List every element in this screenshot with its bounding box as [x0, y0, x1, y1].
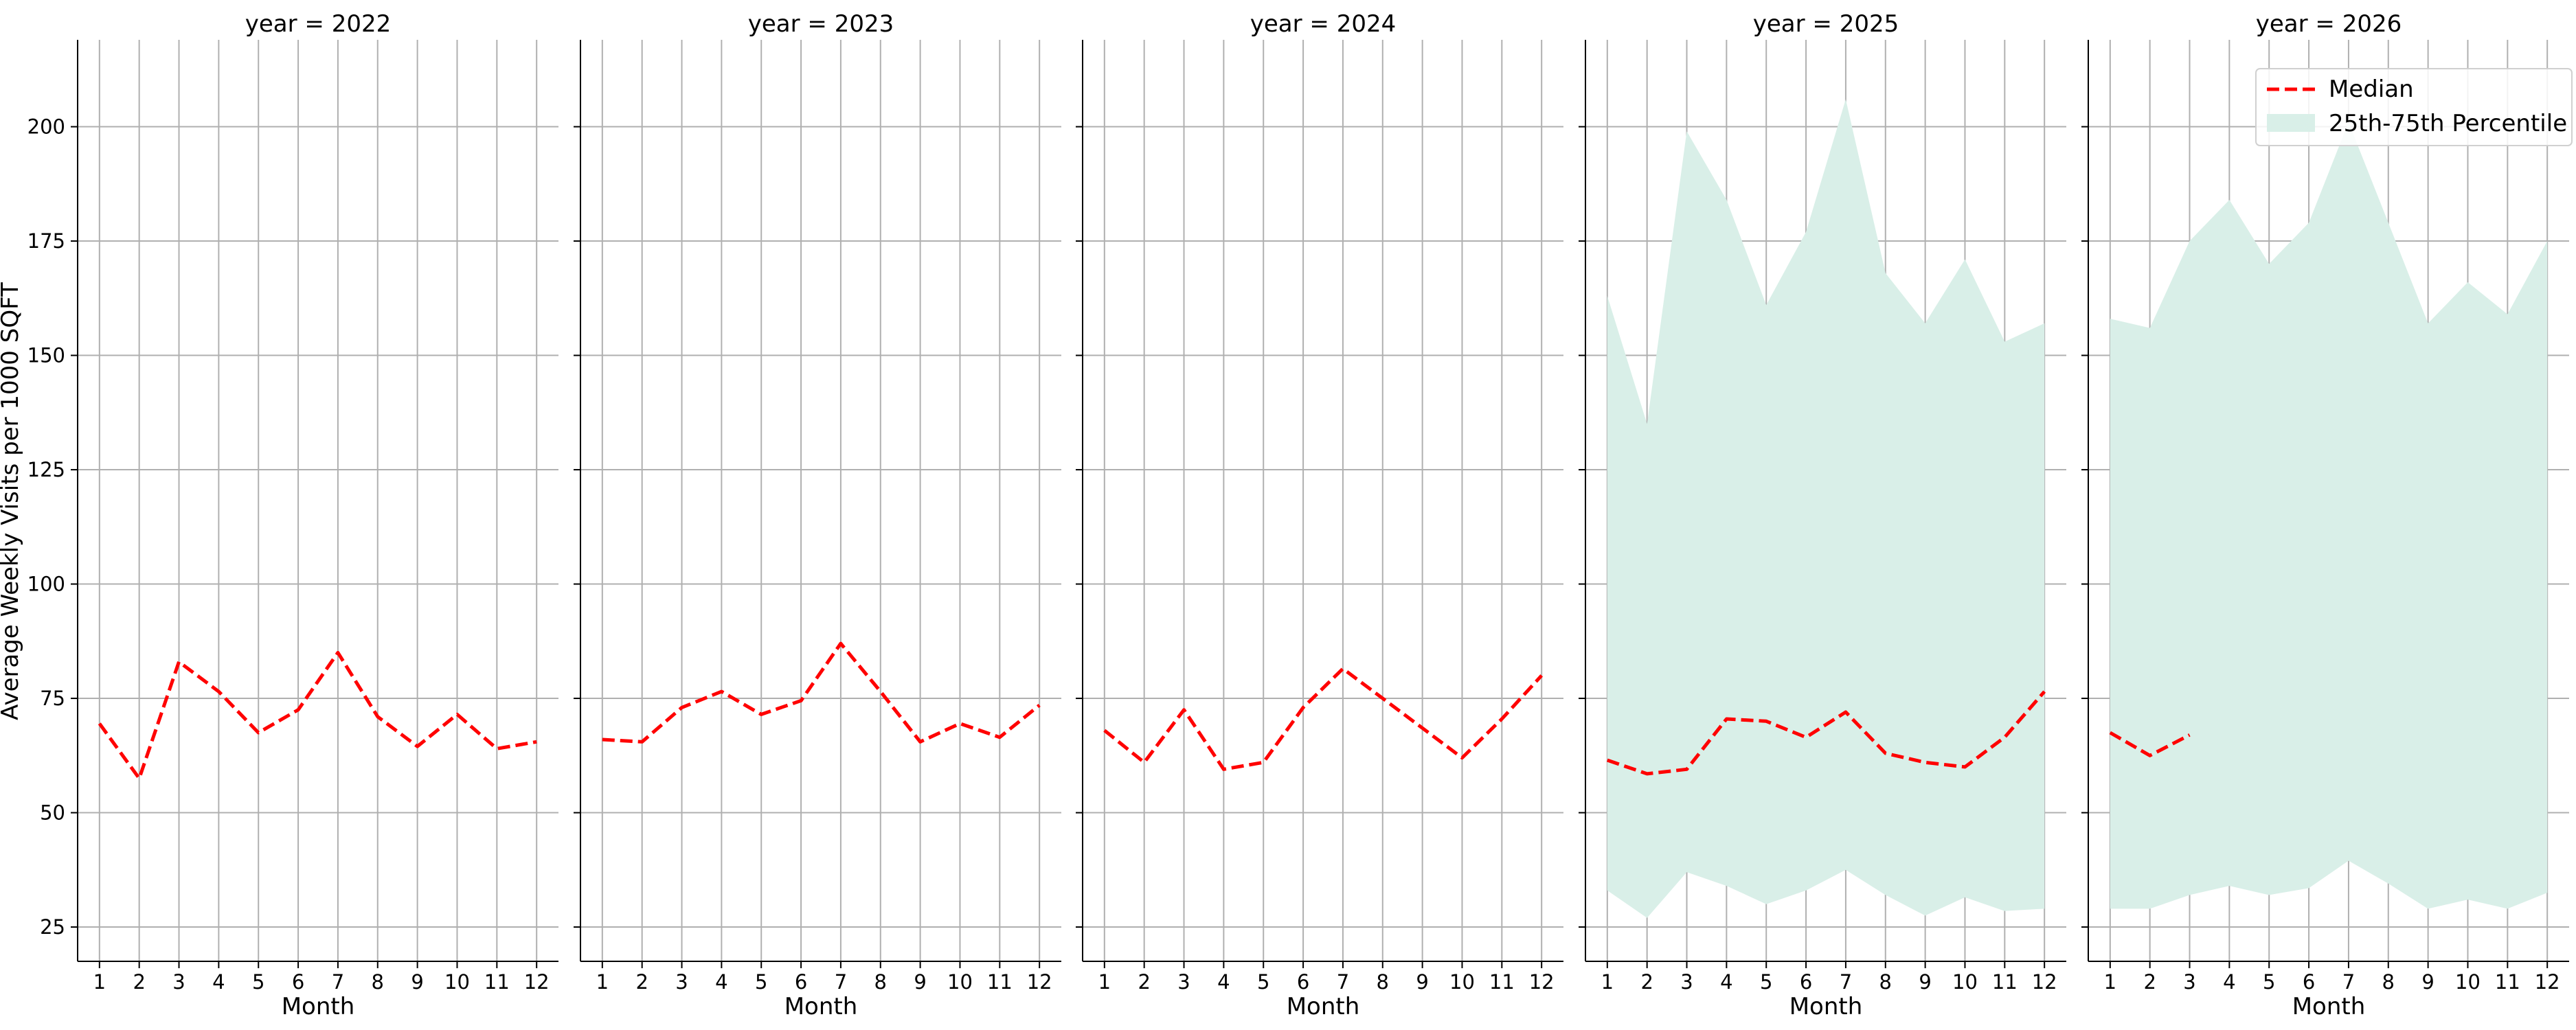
x-tick-label: 5 — [1257, 970, 1269, 994]
y-tick-label: 125 — [27, 458, 65, 481]
x-tick-label: 6 — [292, 970, 304, 994]
x-tick-label: 10 — [2455, 970, 2481, 994]
x-tick-label: 11 — [484, 970, 510, 994]
x-tick-label: 4 — [1720, 970, 1732, 994]
x-tick-label: 5 — [252, 970, 264, 994]
median-line — [1103, 667, 1544, 771]
x-tick-label: 1 — [93, 970, 106, 994]
x-tick-label: 2 — [635, 970, 648, 994]
x-tick-label: 11 — [1489, 970, 1515, 994]
y-tick-label: 200 — [27, 115, 65, 139]
x-tick-label: 10 — [947, 970, 973, 994]
x-tick-label: 9 — [2421, 970, 2434, 994]
x-tick-label: 7 — [1840, 970, 1852, 994]
x-tick-label: 2 — [1138, 970, 1150, 994]
panel-title: year = 2025 — [1753, 10, 1899, 38]
x-tick-label: 2 — [133, 970, 145, 994]
x-tick-label: 1 — [2104, 970, 2116, 994]
median-line — [2109, 731, 2191, 757]
x-tick-label: 7 — [835, 970, 847, 994]
x-tick-label: 3 — [2183, 970, 2195, 994]
x-tick-label: 2 — [2143, 970, 2156, 994]
x-tick-label: 11 — [1992, 970, 2018, 994]
x-tick-label: 3 — [1177, 970, 1190, 994]
x-tick-label: 10 — [444, 970, 470, 994]
x-tick-label: 1 — [1601, 970, 1614, 994]
x-tick-label: 7 — [2342, 970, 2355, 994]
x-tick-label: 8 — [2382, 970, 2395, 994]
x-tick-label: 9 — [411, 970, 423, 994]
panel-title: year = 2024 — [1250, 10, 1396, 38]
x-tick-label: 10 — [1952, 970, 1978, 994]
x-tick-label: 3 — [172, 970, 185, 994]
legend-median-label: Median — [2329, 76, 2414, 103]
panel-title: year = 2026 — [2256, 10, 2402, 38]
panel-title: year = 2022 — [245, 10, 391, 38]
x-tick-label: 9 — [914, 970, 926, 994]
x-tick-label: 12 — [1529, 970, 1555, 994]
median-line — [98, 650, 537, 781]
y-tick-label: 100 — [27, 573, 65, 596]
panel-title: year = 2023 — [748, 10, 894, 38]
x-tick-label: 5 — [1760, 970, 1772, 994]
x-tick-label: 7 — [332, 970, 344, 994]
y-tick-label: 175 — [27, 229, 65, 253]
x-tick-label: 4 — [212, 970, 225, 994]
y-tick-label: 50 — [40, 801, 65, 825]
x-tick-label: 8 — [1377, 970, 1389, 994]
x-tick-label: 1 — [596, 970, 609, 994]
y-tick-label: 150 — [27, 344, 65, 367]
x-tick-label: 7 — [1337, 970, 1349, 994]
x-axis-label: Month — [282, 993, 355, 1020]
x-tick-label: 12 — [1027, 970, 1052, 994]
y-axis-label: Average Weekly Visits per 1000 SQFT — [0, 282, 24, 720]
x-tick-label: 6 — [1297, 970, 1309, 994]
x-tick-label: 5 — [755, 970, 767, 994]
x-tick-label: 2 — [1640, 970, 1653, 994]
median-line — [1606, 690, 2046, 776]
x-tick-label: 4 — [1217, 970, 1230, 994]
percentile-band — [2110, 122, 2548, 909]
x-tick-label: 8 — [1879, 970, 1892, 994]
chart-panels: 1 2 3 4 5 6 7 8 9 10 11 12255075100125150175200year… — [27, 10, 2569, 1020]
x-tick-label: 6 — [2303, 970, 2315, 994]
x-tick-label: 6 — [1800, 970, 1812, 994]
x-tick-label: 4 — [715, 970, 727, 994]
x-tick-label: 5 — [2263, 970, 2275, 994]
percentile-band — [1607, 99, 2045, 918]
x-tick-label: 3 — [675, 970, 688, 994]
legend-band-label: 25th-75th Percentile — [2329, 110, 2567, 137]
x-tick-label: 11 — [987, 970, 1013, 994]
x-tick-label: 8 — [874, 970, 887, 994]
median-line — [602, 641, 1041, 744]
x-axis-label: Month — [2292, 993, 2366, 1020]
x-tick-label: 1 — [1098, 970, 1111, 994]
x-axis-label: Month — [784, 993, 858, 1020]
x-axis-label: Month — [1789, 993, 1863, 1020]
x-tick-label: 11 — [2495, 970, 2520, 994]
x-tick-label: 6 — [795, 970, 807, 994]
x-tick-label: 3 — [1680, 970, 1693, 994]
y-tick-label: 75 — [40, 687, 65, 710]
x-tick-label: 12 — [2535, 970, 2560, 994]
panel-1: 1 2 3 4 5 6 7 8 9 10 11 12255075100125150175200year… — [27, 10, 558, 1020]
x-tick-label: 12 — [524, 970, 550, 994]
x-tick-label: 12 — [2032, 970, 2057, 994]
x-tick-label: 10 — [1449, 970, 1475, 994]
x-tick-label: 9 — [1919, 970, 1931, 994]
legend: Median 25th-75th Percentile — [2255, 68, 2573, 146]
legend-band-swatch — [2267, 114, 2315, 132]
x-axis-label: Month — [1287, 993, 1360, 1020]
legend-frame — [2255, 68, 2573, 146]
x-tick-label: 9 — [1416, 970, 1428, 994]
y-tick-label: 25 — [40, 915, 65, 939]
x-tick-label: 4 — [2223, 970, 2235, 994]
x-tick-label: 8 — [372, 970, 384, 994]
